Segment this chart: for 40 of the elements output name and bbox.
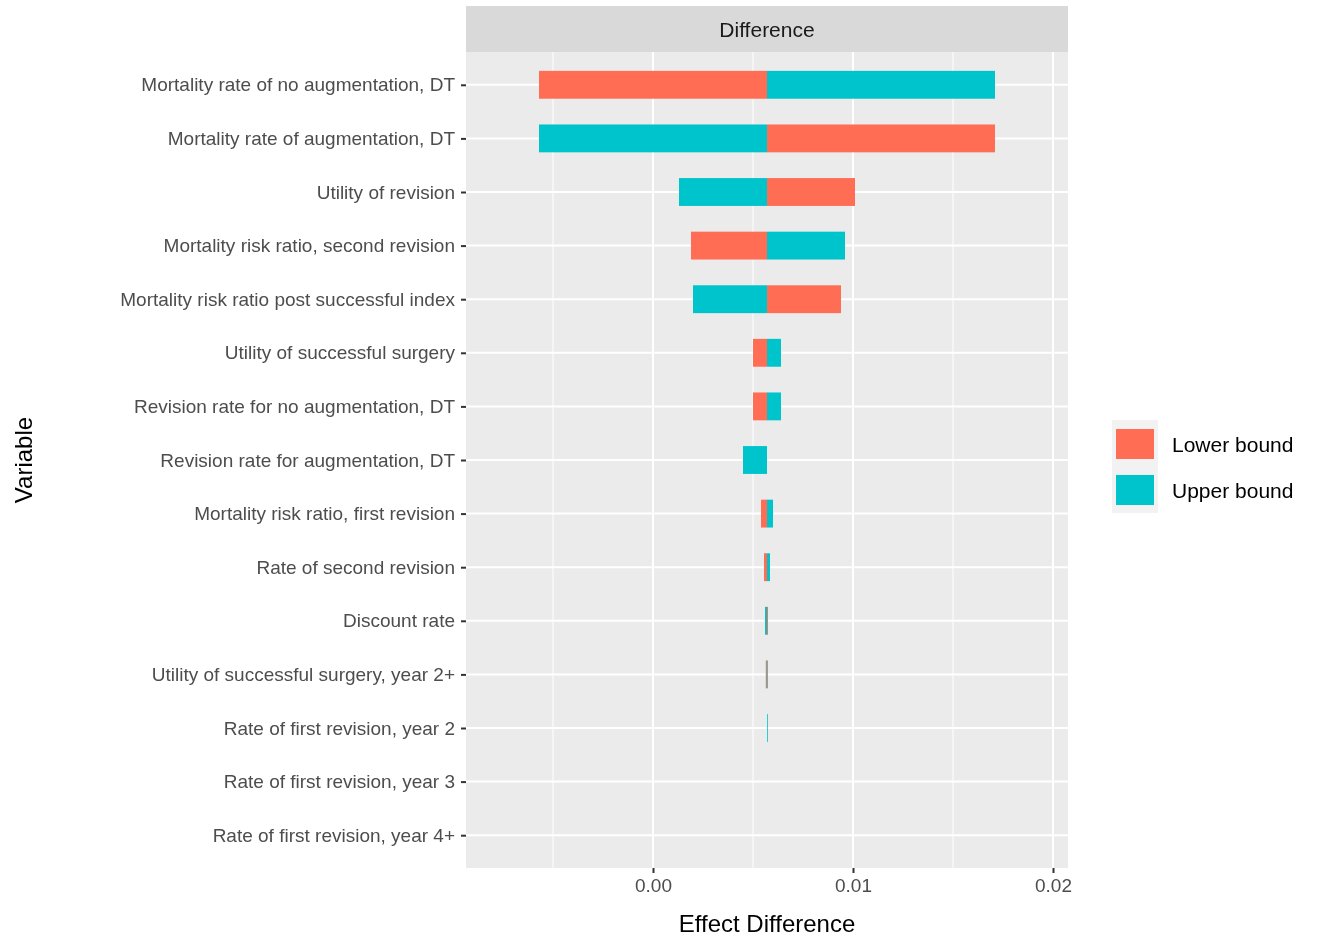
chart-title: Difference [719,18,815,41]
bar [679,178,767,206]
bar [767,70,995,99]
y-tick-label: Mortality risk ratio, second revision [163,235,455,257]
bar [767,338,781,367]
y-tick-label: Rate of first revision, year 4+ [212,824,455,846]
x-tick-label: 0.02 [1035,875,1072,897]
y-tick-label: Utility of successful surgery [224,342,456,364]
bar [743,446,767,474]
bar [767,285,841,314]
bar [767,392,781,421]
y-tick-label: Revision rate for augmentation, DT [160,449,456,471]
y-tick-label: Mortality risk ratio post successful index [120,288,456,310]
bar [539,124,767,153]
y-tick-label: Rate of first revision, year 2 [223,717,455,739]
bar [767,124,995,153]
bar [693,285,767,314]
bar [539,70,767,99]
legend-label: Lower bound [1172,433,1294,456]
x-tick-label: 0.01 [835,875,872,897]
y-tick-label: Mortality rate of no augmentation, DT [141,74,456,96]
y-tick-label: Revision rate for no augmentation, DT [133,395,456,417]
bar [753,392,767,421]
legend-label: Upper bound [1172,479,1294,502]
y-tick-label: Mortality risk ratio, first revision [194,503,455,525]
y-axis-title: Variable [10,416,37,504]
x-axis-title: Effect Difference [678,910,856,937]
y-tick-label: Rate of second revision [256,556,455,578]
x-tick-label: 0.00 [635,875,672,897]
bar [767,499,773,528]
y-tick-label: Mortality rate of augmentation, DT [167,127,456,149]
y-tick-label: Utility of successful surgery, year 2+ [151,663,455,685]
bar [691,231,767,260]
bar [767,178,855,206]
y-tick-label: Utility of revision [316,181,455,203]
y-tick-label: Rate of first revision, year 3 [223,771,455,793]
bar [753,338,767,367]
y-tick-label: Discount rate [343,610,455,632]
bar [767,231,845,260]
bar [761,499,767,528]
